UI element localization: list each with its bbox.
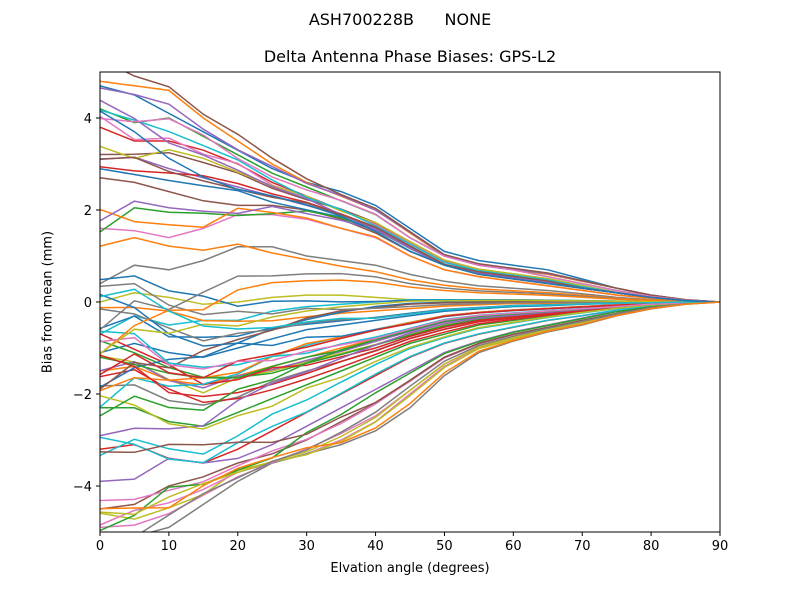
series-line (100, 207, 720, 303)
series-line (100, 207, 720, 303)
x-axis-ticks: 0 10 20 30 40 50 60 70 80 90 (96, 532, 728, 554)
x-tick-label: 0 (96, 539, 104, 554)
series-line (100, 109, 720, 303)
y-axis-ticks: −4 −2 0 2 4 (73, 112, 100, 495)
series-line (100, 166, 720, 303)
series-line (100, 301, 720, 430)
x-tick-label: 40 (367, 539, 384, 554)
x-tick-label: 80 (643, 539, 660, 554)
series-line (100, 246, 720, 303)
series-line (100, 279, 720, 355)
series-line (100, 288, 720, 330)
y-tick-label: 4 (84, 112, 92, 127)
series-line (100, 87, 720, 303)
series-line (100, 85, 720, 303)
y-tick-label: 2 (84, 204, 92, 219)
series-line (100, 301, 720, 370)
x-tick-label: 60 (505, 539, 522, 554)
series-line (100, 110, 720, 303)
series-line (100, 282, 720, 316)
x-tick-label: 50 (436, 539, 453, 554)
series-line (100, 301, 720, 464)
series-line (100, 301, 720, 379)
series-line (140, 301, 720, 532)
series-line (100, 80, 720, 303)
figure-suptitle: ASH700228B NONE (308, 10, 492, 29)
y-tick-label: 0 (84, 296, 92, 311)
x-axis-label: Elvation angle (degrees) (330, 561, 490, 576)
x-tick-label: 20 (230, 539, 247, 554)
series-line (124, 72, 720, 303)
series-line (100, 145, 720, 303)
x-tick-label: 10 (161, 539, 178, 554)
data-lines (100, 72, 720, 532)
series-line (100, 301, 720, 464)
x-tick-label: 70 (574, 539, 591, 554)
series-line (100, 301, 720, 510)
series-line (100, 117, 720, 303)
series-line (100, 299, 720, 355)
series-line (100, 168, 720, 303)
series-line (100, 108, 720, 303)
y-tick-label: −4 (73, 480, 92, 495)
chart-title: Delta Antenna Phase Biases: GPS-L2 (263, 47, 557, 66)
y-tick-label: −2 (73, 388, 92, 403)
x-tick-label: 30 (298, 539, 315, 554)
y-axis-label: Bias from mean (mm) (40, 230, 56, 374)
x-tick-label: 90 (712, 539, 729, 554)
series-line (100, 126, 720, 303)
